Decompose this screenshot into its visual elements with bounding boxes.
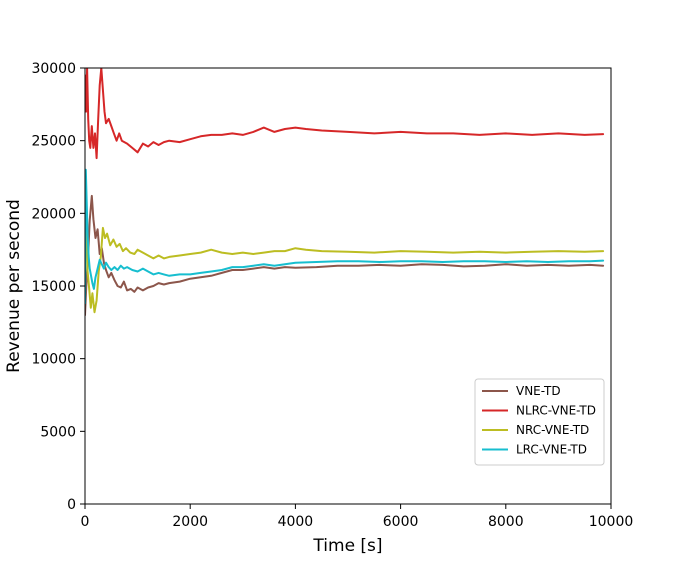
legend-box	[474, 378, 605, 466]
axes: 0 2000 4000 6000 8000 10000 0 5000 10000 15000 200…	[31, 61, 633, 530]
x-tick-label: 6000	[383, 514, 419, 530]
plot-area	[85, 68, 611, 504]
y-tick-label: 25000	[31, 134, 76, 150]
legend-label: VNE-TD	[516, 384, 561, 398]
legend-label: NRC-VNE-TD	[516, 423, 589, 437]
x-tick-label: 10000	[589, 514, 634, 530]
y-tick-label: 5000	[40, 424, 76, 440]
series-line-lrc-vne-td	[85, 168, 605, 305]
legend-label: NLRC-VNE-TD	[516, 404, 596, 418]
y-tick-label: 10000	[31, 352, 76, 368]
x-axis-label: Time [s]	[312, 536, 382, 556]
series-line-nlrc-vne-td	[85, 68, 605, 160]
y-axis-label: Revenue per second	[4, 199, 24, 373]
x-tick-label: 0	[81, 514, 90, 530]
legend-label: LRC-VNE-TD	[516, 443, 587, 457]
x-tick-label: 8000	[488, 514, 524, 530]
x-tick-label: 2000	[172, 514, 208, 530]
y-tick-label: 0	[67, 497, 76, 513]
y-tick-label: 30000	[31, 61, 76, 77]
x-tick-label: 4000	[278, 514, 314, 530]
series-lines	[85, 68, 605, 317]
y-tick-label: 20000	[31, 206, 76, 222]
y-tick-label: 15000	[31, 279, 76, 295]
legend: VNE-TD NLRC-VNE-TD NRC-VNE-TD LRC-VNE-TD	[474, 378, 605, 466]
